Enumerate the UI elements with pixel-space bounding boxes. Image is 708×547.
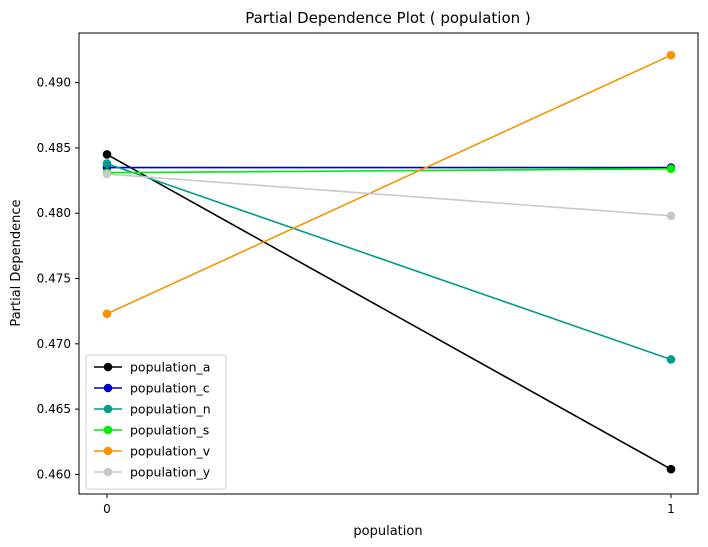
y-tick-label: 0.460 [37,467,71,481]
series-line [106,162,672,361]
y-tick-label: 0.470 [37,337,71,351]
y-tick-label: 0.480 [37,206,71,220]
legend-label: population_s [130,423,209,438]
y-axis-label: Partial Dependence [9,199,24,326]
legend-entry: population_a [94,360,210,375]
data-point [102,159,112,168]
legend-marker [103,362,113,372]
data-point [666,464,676,474]
legend-entry: population_v [94,444,211,459]
series-population_y [102,169,676,221]
y-axis: 0.460 0.465 0.470 0.475 0.480 0.485 0.490 [37,76,79,481]
plot-area [78,32,699,495]
legend-marker [103,404,113,414]
legend-entry: population_n [94,402,211,417]
legend-label: population_n [130,402,211,417]
data-point [666,211,676,221]
data-point [666,50,676,60]
data-point [102,309,112,319]
legend-marker [103,446,113,456]
legend-label: population_y [130,465,211,480]
x-axis-label: population [353,524,422,539]
y-tick-label: 0.490 [37,76,71,90]
chart-title: Partial Dependence Plot ( population ) [245,9,531,27]
data-point [666,355,676,364]
y-tick-label: 0.465 [37,402,71,416]
x-tick-label: 0 [103,502,111,516]
data-point [666,164,676,174]
legend-marker [103,425,113,435]
legend-label: population_a [130,360,210,375]
legend: population_a population_c population_npopu… [85,354,227,490]
legend-marker [103,467,113,477]
x-tick-label: 1 [667,502,675,516]
series-population_v [102,50,676,319]
y-tick-label: 0.475 [37,272,71,286]
series-line [106,153,672,470]
series-line [106,54,672,315]
legend-entry: population_y [94,465,211,480]
legend-entry: population_s [94,423,209,438]
series-population_a [102,150,676,474]
legend-entry: population_c [94,381,210,396]
legend-label: population_v [130,444,211,459]
data-point [102,150,112,159]
series-line [106,168,672,174]
data-point [102,169,112,179]
legend-marker [103,383,113,393]
series-line [106,173,672,217]
legend-label: population_c [130,381,210,396]
y-tick-label: 0.485 [37,141,71,155]
series-layer [102,50,676,474]
series-population_s [102,164,676,178]
series-population_n [102,159,676,364]
